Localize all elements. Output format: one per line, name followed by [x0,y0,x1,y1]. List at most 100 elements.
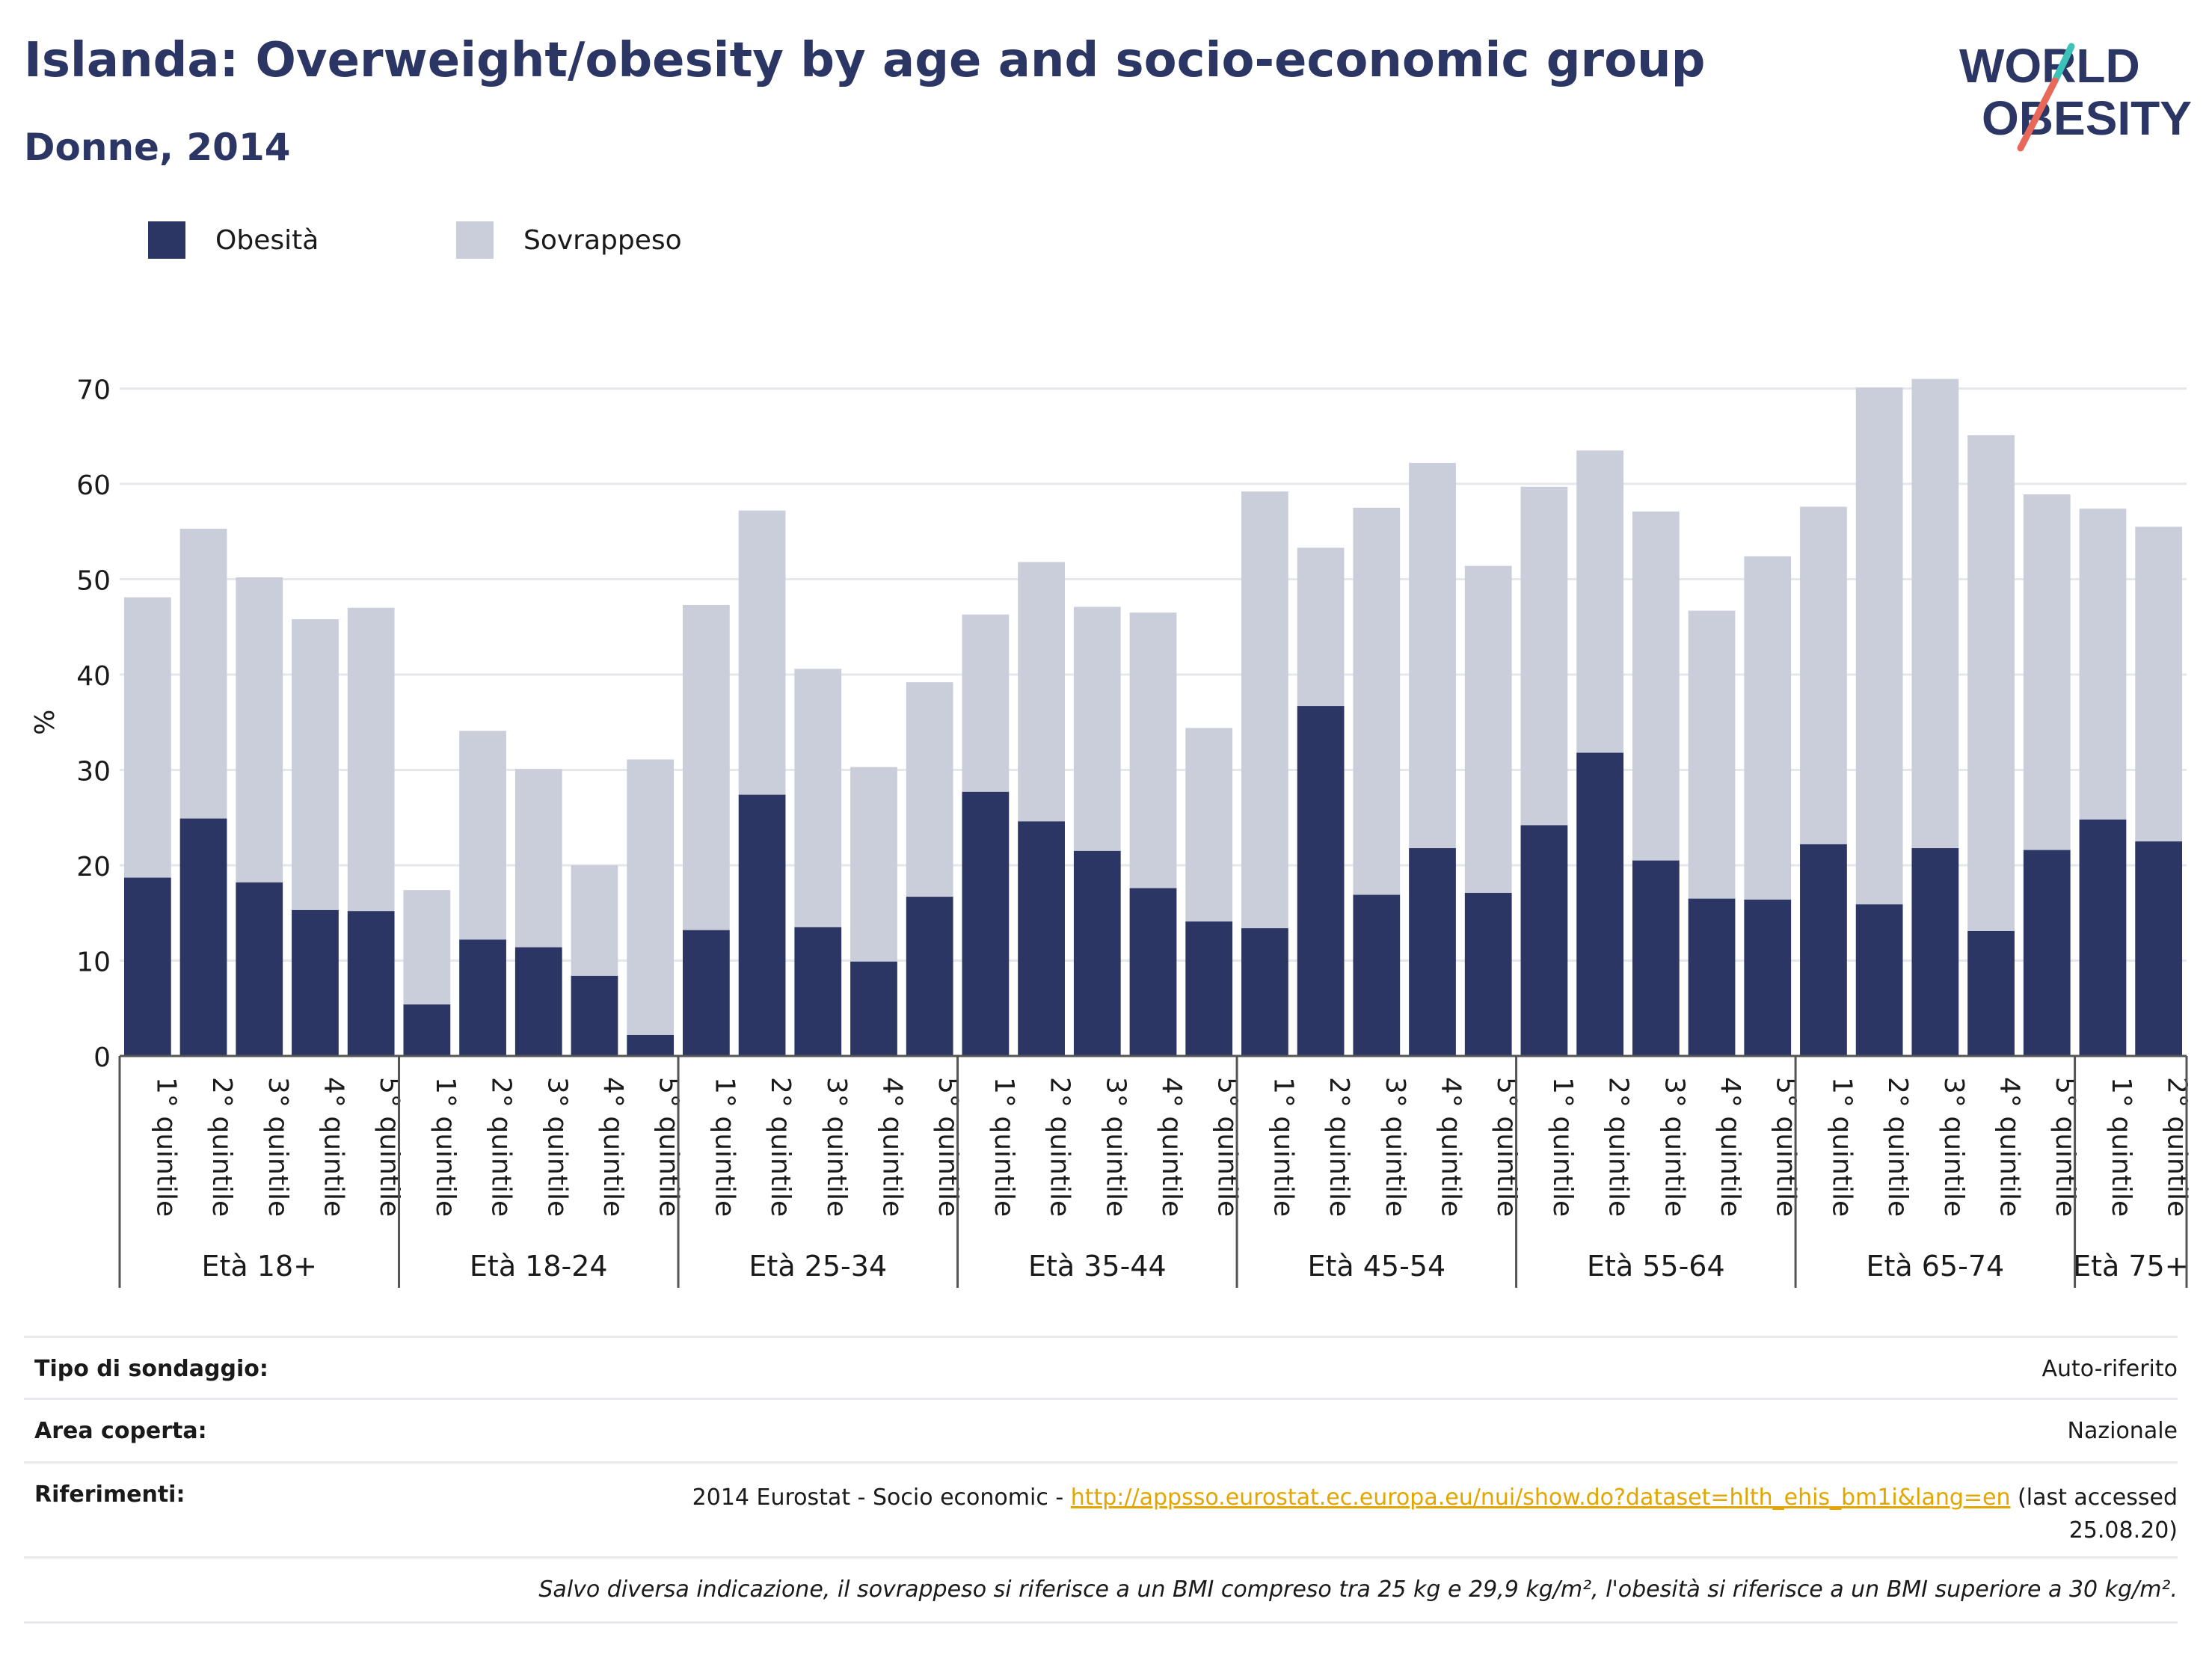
x-category-label: 3° quintile [1659,1077,1689,1217]
obesity-bar [1297,706,1345,1056]
overweight-bar [123,597,171,878]
overweight-bar [1297,547,1345,707]
obesity-bar [1800,844,1847,1056]
x-category-label: 3° quintile [541,1077,572,1217]
obesity-bar [403,1004,451,1056]
age-group-label: Età 75+ [2073,1250,2188,1283]
obesity-bar [292,909,339,1056]
info-row-note: Salvo diversa indicazione, il sovrappeso… [24,1556,2178,1624]
obesity-bar [2135,841,2183,1056]
age-group-label: Età 18+ [202,1250,317,1283]
references-value: 2014 Eurostat - Socio economic - http://… [692,1481,2178,1547]
x-category-label: 4° quintile [876,1077,907,1217]
x-category-label: 4° quintile [1994,1077,2025,1217]
age-group-label: Età 35-44 [1028,1250,1167,1283]
overweight-bar [962,614,1010,792]
y-tick-label: 60 [76,470,111,501]
overweight-bar [1632,511,1680,861]
x-category-label: 3° quintile [262,1077,293,1217]
overweight-bar [1855,387,1903,905]
obesity-bar [1185,921,1233,1056]
survey-info-table: Tipo di sondaggio: Auto-riferito Area co… [24,1336,2178,1624]
bmi-definition-note: Salvo diversa indicazione, il sovrappeso… [538,1576,2178,1603]
obesity-bar [514,947,562,1056]
legend-label-overweight: Sovrappeso [523,224,682,256]
obesity-bar [794,927,842,1056]
y-tick-label: 30 [76,757,111,787]
obesity-bar [571,975,618,1056]
x-category-label: 2° quintile [206,1077,237,1217]
x-category-label: 2° quintile [486,1077,517,1217]
age-group-label: Età 65-74 [1866,1250,2004,1283]
stacked-bar-chart: 0 10 20 30 40 50 60 70% 1° quintile 2° quintile 3°… [30,375,2193,1288]
obesity-bar [1241,928,1288,1056]
y-tick-label: 20 [76,852,111,882]
obesity-bar [1576,752,1623,1056]
overweight-bar [1688,610,1736,899]
y-tick-label: 70 [76,375,111,406]
x-category-label: 4° quintile [1715,1077,1745,1217]
info-row-survey-type: Tipo di sondaggio: Auto-riferito [24,1336,2178,1398]
obesity-bar [1967,930,2015,1056]
overweight-bar [179,528,227,819]
overweight-bar [627,759,675,1035]
obesity-bar [2079,819,2127,1056]
legend-item-obesity[interactable]: Obesità [148,221,319,259]
x-category-label: 1° quintile [989,1077,1019,1217]
obesity-bar [123,877,171,1056]
overweight-bar [2023,494,2071,850]
references-link[interactable]: http://appsso.eurostat.ec.europa.eu/nui/… [1070,1484,2011,1511]
y-tick-label: 40 [76,661,111,692]
references-date: 25.08.20) [2068,1517,2178,1544]
obesity-bar [347,911,395,1056]
world-obesity-logo: WORLD OBESITY [1959,39,2192,152]
obesity-bar [2023,850,2071,1056]
x-category-label: 4° quintile [1436,1077,1466,1217]
obesity-bar [1520,825,1568,1056]
x-category-label: 1° quintile [1268,1077,1298,1217]
overweight-bar [1464,565,1512,893]
legend-swatch-obesity [148,221,185,259]
y-tick-label: 10 [76,948,111,978]
overweight-bar [1911,378,1959,849]
area-value: Nazionale [2067,1418,2178,1444]
legend-item-overweight[interactable]: Sovrappeso [456,221,682,259]
overweight-bar [1185,728,1233,922]
obesity-bar [738,794,786,1056]
obesity-bar [1073,850,1121,1056]
overweight-bar [347,607,395,912]
overweight-bar [2135,526,2183,842]
obesity-bar [236,882,283,1056]
overweight-bar [571,865,618,976]
y-tick-label: 0 [93,1043,111,1073]
x-category-label: 1° quintile [1826,1077,1857,1217]
obesity-bar [1464,892,1512,1056]
overweight-bar [794,669,842,927]
overweight-bar [459,731,506,940]
overweight-bar [2079,509,2127,820]
legend-label-obesity: Obesità [215,224,319,256]
x-category-label: 1° quintile [2106,1077,2136,1217]
overweight-bar [1353,507,1401,895]
x-category-label: 4° quintile [318,1077,348,1217]
x-category-label: 1° quintile [430,1077,461,1217]
references-suffix: (last accessed [2010,1484,2178,1511]
overweight-bar [514,769,562,948]
age-group-label: Età 25-34 [749,1250,887,1283]
x-category-label: 1° quintile [709,1077,740,1217]
obesity-bar [962,791,1010,1056]
obesity-bar [1129,888,1177,1056]
survey-type-label: Tipo di sondaggio: [34,1356,268,1382]
obesity-bar [627,1034,675,1056]
age-group-label: Età 55-64 [1587,1250,1725,1283]
obesity-bar [683,930,730,1056]
survey-type-value: Auto-riferito [2042,1356,2178,1382]
overweight-bar [1073,607,1121,851]
overweight-bar [1018,562,1065,822]
age-group-label: Età 45-54 [1307,1250,1446,1283]
x-category-label: 1° quintile [150,1077,181,1217]
info-row-area: Area coperta: Nazionale [24,1398,2178,1461]
logo-slash-coral [2017,77,2059,152]
references-label: Riferimenti: [34,1481,185,1508]
obesity-bar [850,961,897,1056]
